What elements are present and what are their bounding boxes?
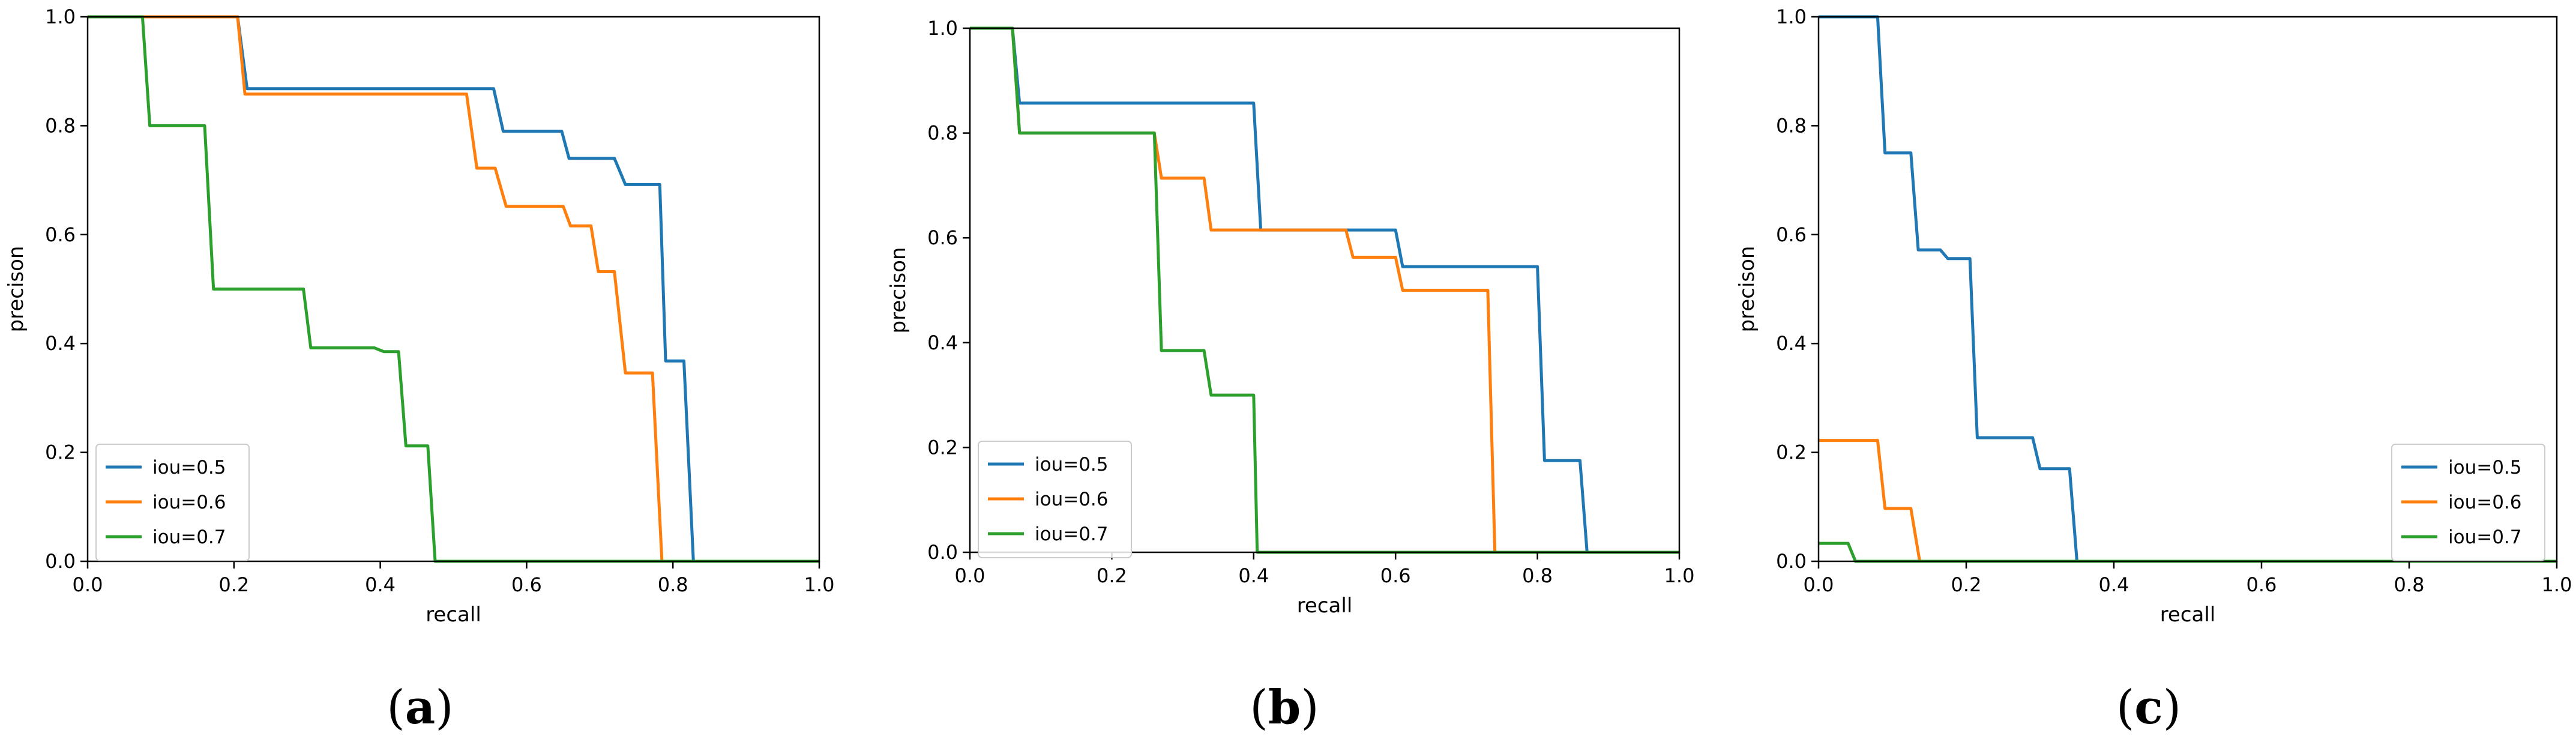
- y-axis-label: precison: [886, 247, 910, 334]
- x-tick-label: 0.2: [1097, 564, 1127, 587]
- x-tick-label: 1.0: [1664, 564, 1695, 587]
- y-tick-label: 0.0: [927, 541, 958, 564]
- y-axis-label: precison: [4, 246, 28, 333]
- y-tick-label: 0.0: [1776, 550, 1807, 573]
- y-tick-label: 0.4: [45, 332, 76, 355]
- axes-frame: [86, 16, 820, 563]
- legend-label: iou=0.7: [152, 526, 226, 548]
- x-tick-label: 0.6: [1380, 564, 1411, 587]
- x-tick-label: 0.2: [218, 573, 249, 596]
- chart-panel-a: 0.0 0.2 0.4 0.6 0.8 1.0 0.0 0.2 0.4 0.6 0.8 1.0 reca…: [4, 5, 834, 735]
- x-tick-label: 0.6: [2246, 573, 2277, 596]
- series-line-iou=0.7: [970, 26, 1679, 554]
- y-tick-label: 1.0: [45, 5, 76, 28]
- legend-label: iou=0.7: [2448, 526, 2522, 548]
- y-tick-label: 0.0: [45, 550, 76, 573]
- y-axis-label: precison: [1735, 246, 1759, 333]
- chart-panel-b: 0.0 0.2 0.4 0.6 0.8 1.0 0.0 0.2 0.4 0.6 0.8 1.0 reca…: [886, 17, 1694, 735]
- legend-label: iou=0.6: [152, 492, 226, 513]
- x-tick-label: 0.0: [73, 573, 103, 596]
- y-tick-label: 0.8: [1776, 114, 1807, 137]
- x-axis-label: recall: [1297, 594, 1353, 618]
- x-tick-label: 0.6: [511, 573, 542, 596]
- x-tick-label: 0.4: [1238, 564, 1269, 587]
- x-tick-label: 1.0: [804, 573, 835, 596]
- legend: iou=0.5 iou=0.6 iou=0.7: [95, 444, 250, 561]
- series-line-iou=0.7: [88, 15, 819, 563]
- y-tick-label: 1.0: [1776, 5, 1807, 28]
- legend-label: iou=0.5: [152, 457, 226, 478]
- series-line-iou=0.6: [88, 15, 819, 563]
- x-tick-label: 0.8: [1522, 564, 1553, 587]
- x-tick-label: 0.4: [365, 573, 396, 596]
- series-line-iou=0.5: [88, 15, 819, 563]
- axes-frame: [1817, 16, 2558, 563]
- y-tick-label: 0.2: [45, 441, 76, 464]
- x-tick-label: 0.8: [2394, 573, 2425, 596]
- y-tick-label: 1.0: [927, 17, 958, 40]
- x-axis-label: recall: [2160, 603, 2216, 627]
- y-tick-label: 0.8: [927, 122, 958, 145]
- y-tick-label: 0.2: [927, 436, 958, 459]
- x-tick-label: 0.4: [2099, 573, 2129, 596]
- legend: iou=0.5 iou=0.6 iou=0.7: [978, 441, 1132, 558]
- panel-label: (b): [1250, 680, 1319, 735]
- panel-label: (c): [2116, 680, 2181, 735]
- y-tick-label: 0.6: [1776, 223, 1807, 246]
- x-tick-label: 0.0: [1804, 573, 1834, 596]
- y-tick-label: 0.2: [1776, 441, 1807, 464]
- legend-box: [978, 441, 1132, 558]
- legend: iou=0.5 iou=0.6 iou=0.7: [2391, 444, 2545, 561]
- x-tick-label: 0.2: [1951, 573, 1982, 596]
- legend-label: iou=0.6: [1035, 489, 1109, 510]
- legend-label: iou=0.5: [1035, 454, 1109, 475]
- y-tick-label: 0.6: [927, 226, 958, 249]
- legend-box: [2391, 444, 2545, 561]
- y-tick-label: 0.4: [927, 331, 958, 354]
- series-line-iou=0.5: [1819, 15, 2557, 563]
- panel-label: (a): [387, 680, 453, 735]
- axes-frame: [969, 27, 1681, 553]
- series-line-iou=0.5: [970, 26, 1679, 554]
- x-tick-label: 0.0: [955, 564, 986, 587]
- y-tick-label: 0.6: [45, 223, 76, 246]
- legend-label: iou=0.7: [1035, 523, 1109, 545]
- y-tick-label: 0.8: [45, 114, 76, 137]
- x-tick-label: 1.0: [2542, 573, 2572, 596]
- legend-label: iou=0.5: [2448, 457, 2522, 478]
- chart-panel-c: 0.0 0.2 0.4 0.6 0.8 1.0 0.0 0.2 0.4 0.6 0.8 1.0 reca…: [1735, 5, 2572, 735]
- x-tick-label: 0.8: [658, 573, 688, 596]
- legend-label: iou=0.6: [2448, 492, 2522, 513]
- legend-box: [95, 444, 250, 561]
- y-tick-label: 0.4: [1776, 332, 1807, 355]
- x-axis-label: recall: [426, 603, 481, 627]
